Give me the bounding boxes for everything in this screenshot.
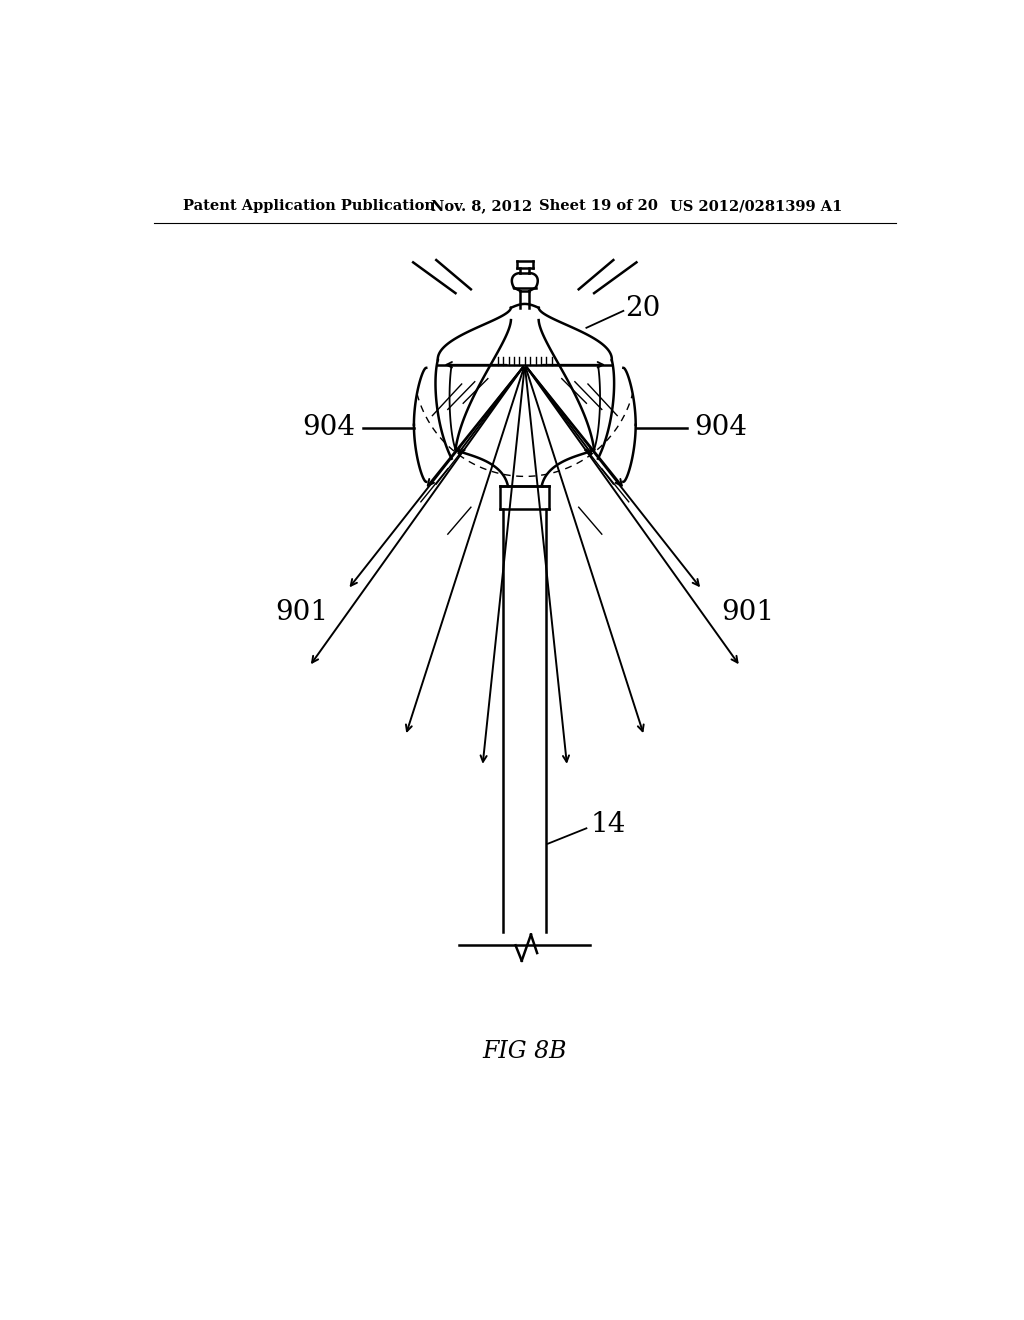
Text: 901: 901: [275, 599, 329, 626]
Text: Patent Application Publication: Patent Application Publication: [183, 199, 435, 213]
Text: 904: 904: [694, 414, 748, 441]
Text: Nov. 8, 2012: Nov. 8, 2012: [431, 199, 532, 213]
Text: FIG 8B: FIG 8B: [482, 1040, 567, 1063]
Text: 20: 20: [625, 296, 660, 322]
Text: 14: 14: [590, 810, 626, 838]
Text: US 2012/0281399 A1: US 2012/0281399 A1: [670, 199, 842, 213]
Text: 904: 904: [302, 414, 355, 441]
Text: Sheet 19 of 20: Sheet 19 of 20: [539, 199, 657, 213]
Text: 901: 901: [721, 599, 774, 626]
